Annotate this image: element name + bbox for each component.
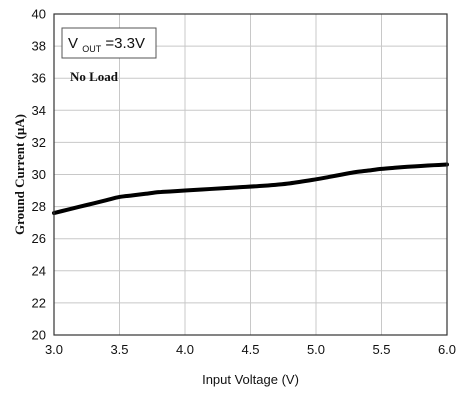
series-layer (52, 162, 449, 216)
series-line (52, 162, 449, 216)
y-tick-label: 24 (32, 263, 46, 278)
x-tick-labels: 3.0 3.5 4.0 4.5 5.0 5.5 6.0 (45, 342, 456, 357)
x-tick-label: 4.0 (176, 342, 194, 357)
vout-annotation: V OUT =3.3V (68, 35, 145, 56)
vout-prefix: V (68, 35, 78, 52)
y-tick-label: 34 (32, 103, 46, 118)
x-tick-label: 3.5 (110, 342, 128, 357)
x-tick-label: 6.0 (438, 342, 456, 357)
plot-frame (53, 13, 448, 336)
vout-value: =3.3V (105, 35, 145, 52)
grid (53, 13, 448, 336)
y-tick-label: 26 (32, 231, 46, 246)
x-tick-label: 5.5 (372, 342, 390, 357)
y-tick-label: 28 (32, 199, 46, 214)
y-tick-label: 38 (32, 39, 46, 54)
y-axis-label: Ground Current (μA) (12, 114, 27, 235)
y-tick-label: 30 (32, 167, 46, 182)
x-tick-label: 4.5 (241, 342, 259, 357)
y-tick-label: 20 (32, 328, 46, 343)
vout-subscript: OUT (82, 44, 102, 54)
x-axis-label: Input Voltage (V) (202, 372, 299, 387)
y-tick-label: 36 (32, 71, 46, 86)
y-tick-label: 22 (32, 295, 46, 310)
x-tick-label: 3.0 (45, 342, 63, 357)
x-tick-label: 5.0 (307, 342, 325, 357)
y-tick-labels: 20 22 24 26 28 30 32 34 36 38 40 (32, 7, 46, 343)
vout-annotation-box (61, 27, 157, 59)
y-tick-label: 40 (32, 7, 46, 22)
load-annotation: No Load (70, 69, 119, 84)
y-tick-label: 32 (32, 135, 46, 150)
